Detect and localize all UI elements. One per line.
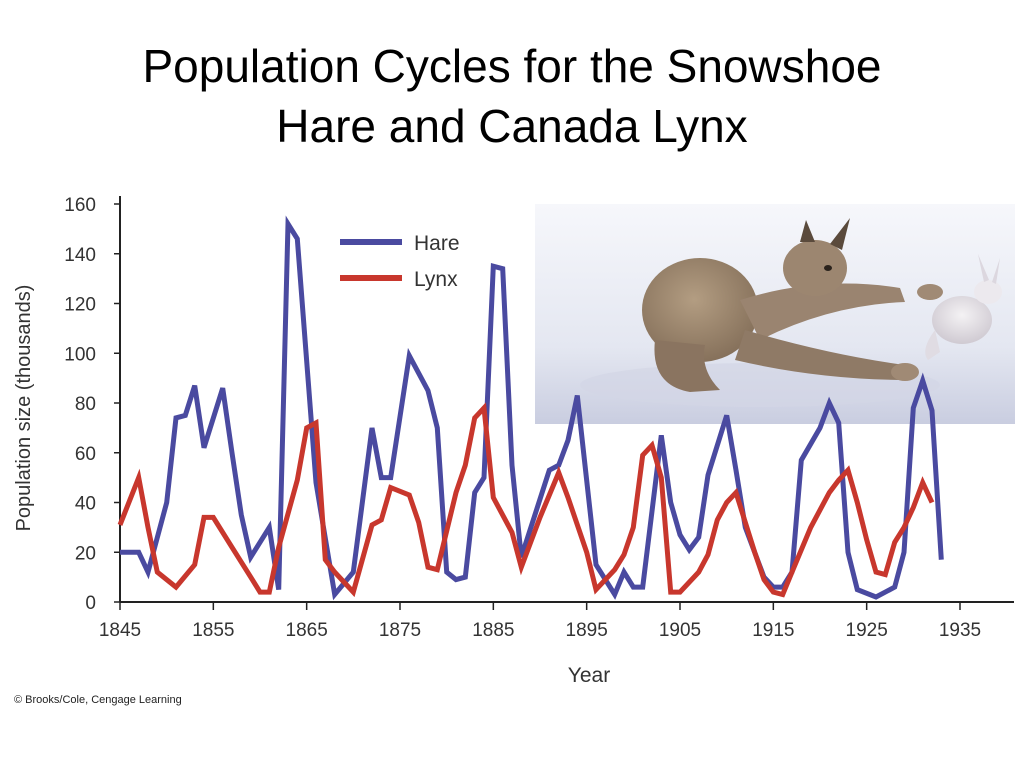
y-tick-label: 60 [75, 444, 96, 465]
x-tick-label: 1855 [192, 620, 234, 641]
chart-legend: Hare Lynx [340, 232, 460, 291]
x-tick-label: 1845 [99, 620, 141, 641]
y-tick-label: 40 [75, 494, 96, 515]
title-line-2: Hare and Canada Lynx [276, 100, 748, 152]
copyright-notice: © Brooks/Cole, Cengage Learning [14, 694, 182, 706]
lynx-series-line [117, 402, 935, 598]
y-tick-label: 120 [64, 295, 96, 316]
x-tick-label: 1865 [286, 620, 328, 641]
lynx-hare-illustration [535, 204, 1015, 424]
legend-label-hare: Hare [414, 232, 460, 255]
x-tick-label: 1895 [566, 620, 608, 641]
x-axis-ticks: 1845 1855 1865 1875 1885 1895 1905 1915 1925 1935 [99, 602, 981, 641]
x-tick-label: 1915 [752, 620, 794, 641]
slide-title: Population Cycles for the Snowshoe Hare … [40, 36, 984, 156]
x-tick-label: 1935 [939, 620, 981, 641]
x-tick-label: 1875 [379, 620, 421, 641]
y-axis-label: Population size (thousands) [13, 285, 35, 532]
x-tick-label: 1905 [659, 620, 701, 641]
x-axis-label: Year [568, 664, 610, 687]
y-tick-label: 20 [75, 543, 96, 564]
y-tick-label: 80 [75, 394, 96, 415]
hare-figure [925, 254, 1002, 360]
series-layer [117, 215, 944, 601]
y-tick-label: 160 [64, 195, 96, 216]
y-tick-label: 100 [64, 344, 96, 365]
title-line-1: Population Cycles for the Snowshoe [142, 40, 882, 92]
x-tick-label: 1885 [472, 620, 514, 641]
y-tick-label: 0 [85, 593, 96, 614]
hare-series-line [120, 215, 944, 601]
y-tick-label: 140 [64, 245, 96, 266]
y-axis-ticks: 0 20 40 60 80 100 120 140 160 [64, 195, 120, 614]
legend-label-lynx: Lynx [414, 268, 458, 291]
x-tick-label: 1925 [846, 620, 888, 641]
